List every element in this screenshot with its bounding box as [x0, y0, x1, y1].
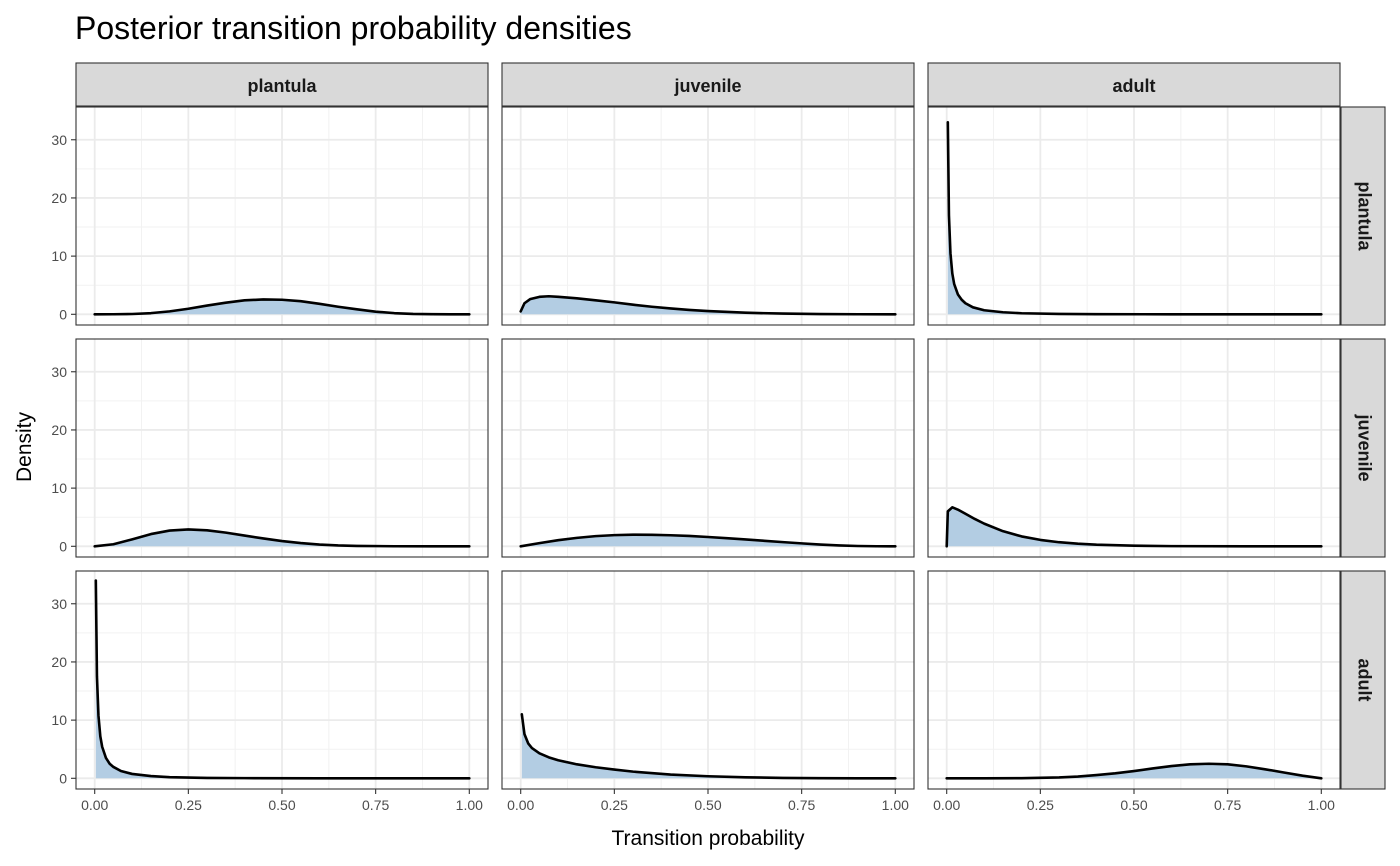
panel-adult-plantula	[75, 570, 489, 790]
panel-juvenile-plantula	[75, 338, 489, 558]
row-strip-juvenile	[1340, 338, 1386, 558]
y-tick-label: 30	[51, 364, 67, 380]
column-strip-label: juvenile	[673, 76, 741, 96]
density-line	[93, 528, 471, 548]
x-tick-label: 1.00	[882, 797, 909, 813]
panel-plantula-juvenile	[501, 106, 915, 326]
x-tick-label: 0.25	[1027, 797, 1054, 813]
density-line	[946, 121, 1323, 316]
y-axis-label: Density	[13, 411, 36, 482]
panel-border	[75, 338, 489, 558]
y-tick-label: 30	[51, 596, 67, 612]
column-strip-adult	[927, 62, 1341, 107]
density-area	[94, 299, 470, 315]
x-tick-label: 0.00	[507, 797, 534, 813]
y-tick-label: 0	[59, 538, 67, 554]
density-area	[946, 763, 1322, 779]
panel-plantula-plantula	[75, 106, 489, 326]
row-strip-label: adult	[1354, 659, 1374, 702]
facet-grid: plantula juvenile adult plantula juvenile adu…	[51, 62, 1386, 813]
x-tick-label: 0.50	[1120, 797, 1147, 813]
row-strip-plantula	[1340, 106, 1386, 326]
y-tick-label: 30	[51, 132, 67, 148]
panel-border	[927, 106, 1341, 326]
panel-juvenile-adult	[927, 338, 1341, 558]
panel-plantula-adult	[927, 106, 1341, 326]
density-line	[93, 298, 471, 316]
chart-title: Posterior transition probability densiti…	[75, 10, 632, 46]
x-tick-label: 0.75	[788, 797, 815, 813]
x-tick-label: 0.75	[362, 797, 389, 813]
density-area	[521, 714, 896, 779]
x-tick-label: 0.50	[694, 797, 721, 813]
panel-border	[75, 106, 489, 326]
panel-border	[927, 338, 1341, 558]
panel-juvenile-juvenile	[501, 338, 915, 558]
y-tick-label: 20	[51, 190, 67, 206]
panel-adult-juvenile	[501, 570, 915, 790]
density-area	[94, 529, 470, 547]
y-tick-label: 20	[51, 422, 67, 438]
x-tick-label: 0.50	[268, 797, 295, 813]
y-tick-label: 10	[51, 248, 67, 264]
x-axis-label: Transition probability	[612, 827, 805, 850]
y-tick-label: 0	[59, 306, 67, 322]
x-tick-label: 0.00	[81, 797, 108, 813]
panel-adult-adult	[927, 570, 1341, 790]
panel-border	[501, 338, 915, 558]
density-area	[520, 296, 896, 315]
x-tick-label: 1.00	[1308, 797, 1335, 813]
x-tick-label: 0.75	[1214, 797, 1241, 813]
column-strip-plantula	[75, 62, 489, 107]
density-line	[520, 713, 897, 780]
density-line	[94, 579, 471, 780]
x-tick-label: 0.25	[601, 797, 628, 813]
y-tick-label: 20	[51, 654, 67, 670]
density-line	[945, 762, 1323, 780]
column-strip-label: adult	[1113, 76, 1156, 96]
column-strip-juvenile	[501, 62, 915, 107]
x-tick-label: 0.00	[933, 797, 960, 813]
density-line	[519, 294, 897, 316]
density-line	[519, 533, 897, 548]
y-tick-label: 10	[51, 712, 67, 728]
y-tick-label: 0	[59, 770, 67, 786]
density-area	[946, 507, 1322, 547]
row-strip-label: juvenile	[1354, 413, 1374, 481]
row-strip-adult	[1340, 570, 1386, 790]
density-line	[945, 506, 1323, 548]
x-tick-label: 1.00	[456, 797, 483, 813]
panel-border	[501, 106, 915, 326]
y-tick-label: 10	[51, 480, 67, 496]
column-strip-label: plantula	[247, 76, 317, 96]
row-strip-label: plantula	[1354, 181, 1374, 251]
x-tick-label: 0.25	[175, 797, 202, 813]
